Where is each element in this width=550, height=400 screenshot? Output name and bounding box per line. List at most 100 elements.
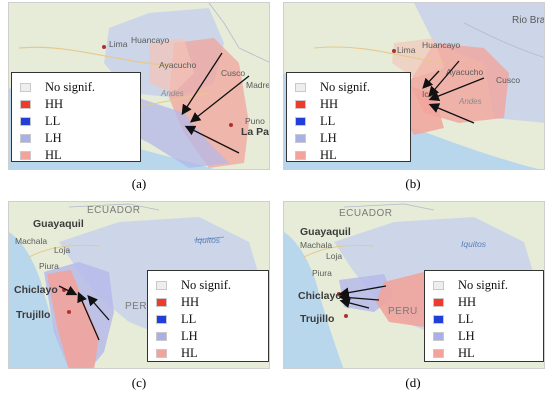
label-machala: Machala <box>15 236 48 246</box>
legend-swatch <box>156 349 167 358</box>
legend-swatch <box>156 298 167 307</box>
legend-label: LL <box>45 114 61 128</box>
legend-label: HH <box>45 97 64 111</box>
label-rio-branco: Rio Bran <box>512 15 545 26</box>
label-peru: PERU <box>388 306 418 317</box>
arrow-b-1 <box>422 70 440 89</box>
legend-c: No signif. HH LL LH HL <box>147 270 269 362</box>
legend-swatch <box>295 134 306 143</box>
label-iquitos: Iquitos <box>195 235 221 245</box>
label-ayacucho: Ayacucho <box>159 60 197 70</box>
label-andes: Andes <box>161 89 184 98</box>
arrow-c-2 <box>77 291 100 341</box>
label-huancayo: Huancayo <box>131 35 170 45</box>
legend-label: LH <box>320 131 337 145</box>
label-lapaz: La Paz <box>241 126 270 138</box>
caption-a: (a) <box>131 176 147 191</box>
arrow-d-3 <box>339 297 370 309</box>
legend-swatch <box>433 281 444 290</box>
legend-item: LL <box>295 113 402 130</box>
label-cusco: Cusco <box>496 75 521 85</box>
legend-swatch <box>20 100 31 109</box>
legend-label: LH <box>458 329 475 343</box>
label-andes: Andes <box>459 97 482 106</box>
arrow-d-2 <box>338 292 380 303</box>
label-lima: Lima <box>397 45 416 55</box>
legend-swatch <box>295 100 306 109</box>
legend-label: HL <box>320 148 337 162</box>
legend-item: LH <box>295 130 402 147</box>
legend-label: No signif. <box>320 80 370 94</box>
legend-swatch <box>20 134 31 143</box>
legend-item: No signif. <box>433 277 535 294</box>
label-chiclayo: Chiclayo <box>14 284 58 296</box>
map-panel-c: Guayaquil ECUADOR Machala Loja Piura Iqu… <box>8 201 270 369</box>
arrow-c-1 <box>58 285 78 296</box>
legend-swatch <box>295 83 306 92</box>
label-peru: PERU <box>125 301 155 312</box>
legend-d: No signif. HH LL LH HL <box>424 270 544 362</box>
legend-label: No signif. <box>458 278 508 292</box>
legend-label: LL <box>320 114 336 128</box>
legend-item: No signif. <box>295 79 402 96</box>
label-puno: Puno <box>245 116 265 126</box>
legend-swatch <box>433 315 444 324</box>
label-loja: Loja <box>326 251 343 261</box>
arrow-a-1 <box>181 52 223 116</box>
legend-item: HL <box>295 147 402 164</box>
arrow-b-2 <box>428 77 485 101</box>
legend-swatch <box>156 315 167 324</box>
legend-label: HH <box>181 295 200 309</box>
map-panel-a: Lima Huancayo Ayacucho Cusco Madre Andes… <box>8 2 270 170</box>
label-trujillo: Trujillo <box>300 313 335 325</box>
legend-label: HH <box>458 295 477 309</box>
legend-label: HL <box>181 346 198 360</box>
legend-swatch <box>156 281 167 290</box>
legend-item: HH <box>20 96 132 113</box>
legend-item: LH <box>156 328 260 345</box>
arrow-a-2 <box>189 75 250 123</box>
legend-item: HL <box>156 345 260 362</box>
legend-label: LL <box>181 312 197 326</box>
legend-a: No signif. HH LL LH HL <box>11 72 141 162</box>
legend-label: LH <box>181 329 198 343</box>
arrows-b <box>422 60 485 124</box>
caption-d: (d) <box>405 375 421 390</box>
legend-swatch <box>433 332 444 341</box>
label-iquitos: Iquitos <box>461 239 487 249</box>
label-lima: Lima <box>109 39 128 49</box>
caption-c: (c) <box>131 375 147 390</box>
legend-swatch <box>295 117 306 126</box>
legend-item: HH <box>156 294 260 311</box>
label-guayaquil: Guayaquil <box>33 218 84 230</box>
legend-label: No signif. <box>181 278 231 292</box>
arrows-a <box>181 52 250 154</box>
label-ecuador: ECUADOR <box>87 205 141 216</box>
legend-swatch <box>295 151 306 160</box>
legend-item: HL <box>433 345 535 362</box>
legend-swatch <box>433 298 444 307</box>
legend-item: HL <box>20 147 132 164</box>
legend-item: LL <box>433 311 535 328</box>
caption-b: (b) <box>405 176 421 191</box>
legend-item: LH <box>433 328 535 345</box>
legend-label: HL <box>458 346 475 360</box>
arrow-d-1 <box>338 285 387 298</box>
arrows-c <box>58 285 110 341</box>
map-panel-d: ECUADOR Guayaquil Machala Loja Piura Iqu… <box>283 201 545 369</box>
label-guayaquil: Guayaquil <box>300 226 351 238</box>
label-ica: Ica <box>422 89 434 99</box>
legend-swatch <box>20 151 31 160</box>
label-loja: Loja <box>54 245 71 255</box>
legend-swatch <box>433 349 444 358</box>
arrow-c-3 <box>87 295 110 321</box>
map-panel-b: Rio Bran Lima Huancayo Ayacucho Cusco Ic… <box>283 2 545 170</box>
legend-item: LL <box>20 113 132 130</box>
arrow-b-4 <box>428 60 460 97</box>
label-madre: Madre <box>246 80 270 90</box>
legend-item: No signif. <box>20 79 132 96</box>
label-piura: Piura <box>39 261 59 271</box>
legend-label: LH <box>45 131 62 145</box>
legend-swatch <box>20 117 31 126</box>
legend-label: No signif. <box>45 80 95 94</box>
